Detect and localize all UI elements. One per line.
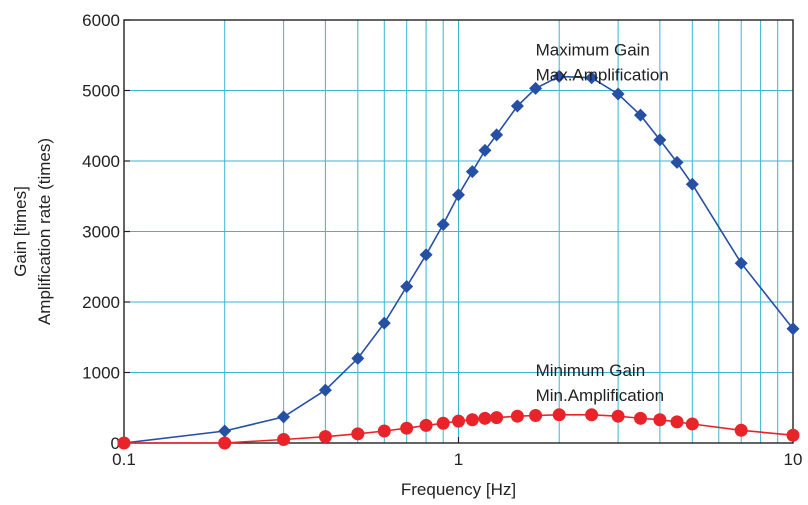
data-point bbox=[351, 351, 365, 365]
data-point bbox=[436, 217, 450, 231]
data-point bbox=[670, 415, 684, 429]
data-point bbox=[377, 316, 391, 330]
data-point bbox=[552, 408, 566, 422]
data-point bbox=[478, 411, 492, 425]
data-point bbox=[400, 279, 414, 293]
data-point bbox=[478, 143, 492, 157]
y-tick-label: 4000 bbox=[82, 152, 120, 171]
data-point bbox=[786, 428, 800, 442]
data-point bbox=[465, 165, 479, 179]
data-point bbox=[318, 430, 332, 444]
data-point bbox=[400, 421, 414, 435]
data-point bbox=[585, 71, 599, 85]
data-point bbox=[218, 424, 232, 438]
x-axis-title: Frequency [Hz] bbox=[401, 480, 516, 499]
y-tick-label: 2000 bbox=[82, 293, 120, 312]
series-2 bbox=[117, 408, 800, 450]
data-series bbox=[117, 69, 800, 450]
data-point bbox=[685, 417, 699, 431]
axis-ticks: 0 1000 2000 3000 4000 5000 6000 0.1 1 10 bbox=[82, 11, 802, 469]
data-point bbox=[377, 424, 391, 438]
data-point bbox=[117, 436, 131, 450]
data-point bbox=[277, 432, 291, 446]
data-point bbox=[670, 155, 684, 169]
grid-lines bbox=[123, 19, 793, 444]
annotation-line: Minimum Gain bbox=[536, 361, 646, 380]
data-point bbox=[529, 409, 543, 423]
annotation: Minimum Gain Min.Amplification bbox=[536, 361, 665, 405]
data-point bbox=[452, 414, 465, 428]
data-point bbox=[653, 133, 667, 147]
y-tick-label: 0 bbox=[111, 434, 120, 453]
data-point bbox=[436, 416, 450, 430]
data-point bbox=[734, 423, 748, 437]
x-tick-label: 10 bbox=[784, 450, 803, 469]
data-point bbox=[734, 256, 748, 270]
data-point bbox=[633, 108, 647, 122]
annotation-line: Max.Amplification bbox=[536, 65, 669, 84]
data-point bbox=[585, 408, 599, 422]
data-point bbox=[510, 409, 524, 423]
data-point bbox=[419, 248, 433, 262]
data-point bbox=[529, 81, 543, 95]
annotation: Maximum Gain Max.Amplification bbox=[536, 40, 669, 84]
data-point bbox=[452, 188, 465, 202]
data-point bbox=[318, 383, 332, 397]
data-point bbox=[552, 69, 566, 83]
series-line bbox=[123, 75, 794, 444]
x-tick-label: 0.1 bbox=[112, 450, 136, 469]
data-point bbox=[633, 411, 647, 425]
data-point bbox=[490, 128, 504, 142]
data-point bbox=[611, 409, 625, 423]
annotation-line: Min.Amplification bbox=[536, 386, 665, 405]
data-point bbox=[490, 411, 504, 425]
data-point bbox=[786, 322, 800, 336]
data-point bbox=[419, 418, 433, 432]
y-tick-label: 3000 bbox=[82, 223, 120, 242]
y-tick-label: 5000 bbox=[82, 82, 120, 101]
data-point bbox=[218, 436, 232, 450]
y-tick-label: 6000 bbox=[82, 11, 120, 30]
annotations: Maximum Gain Max.Amplification Minimum Gai… bbox=[536, 40, 669, 405]
data-point bbox=[611, 87, 625, 101]
data-point bbox=[351, 427, 365, 441]
y-axis-title-line-2: Amplification rate (times) bbox=[35, 138, 54, 325]
data-point bbox=[685, 177, 699, 191]
y-axis-title-line-1: Gain [times] bbox=[11, 186, 30, 277]
data-point bbox=[653, 413, 667, 427]
y-tick-label: 1000 bbox=[82, 364, 120, 383]
data-point bbox=[277, 410, 291, 424]
annotation-line: Maximum Gain bbox=[536, 40, 650, 59]
data-point bbox=[510, 99, 524, 113]
x-tick-label: 1 bbox=[454, 450, 463, 469]
data-point bbox=[465, 413, 479, 427]
